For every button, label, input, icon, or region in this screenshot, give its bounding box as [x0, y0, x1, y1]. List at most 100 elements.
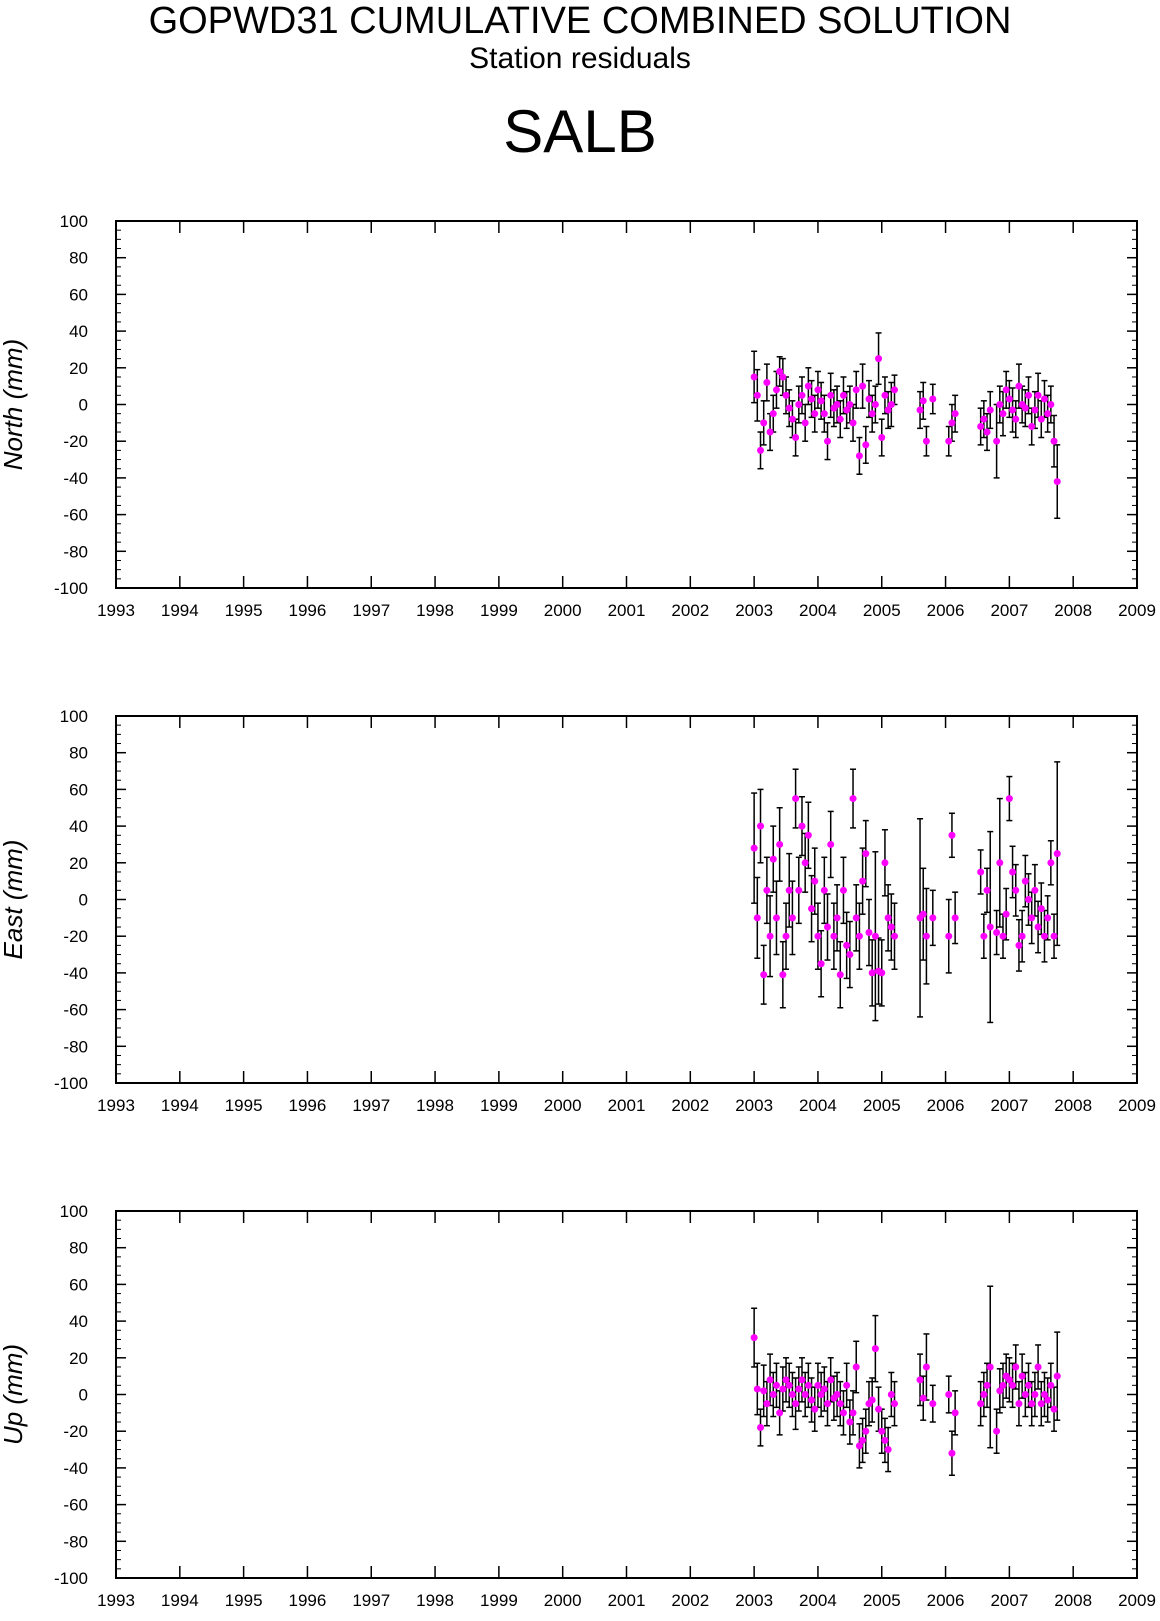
- x-tick-label: 2003: [735, 1591, 773, 1610]
- data-point: [788, 415, 796, 423]
- data-point: [1018, 932, 1026, 940]
- data-point: [1047, 401, 1055, 408]
- data-point: [763, 1400, 771, 1408]
- data-point: [855, 452, 863, 460]
- data-point: [862, 850, 870, 858]
- y-axis-label: Up (mm): [0, 1344, 28, 1445]
- data-point: [827, 1376, 835, 1384]
- data-point: [804, 831, 812, 839]
- data-point: [868, 969, 876, 977]
- data-point: [1028, 1400, 1036, 1408]
- y-tick-label: -100: [54, 1569, 88, 1588]
- data-point: [753, 1385, 761, 1393]
- data-point: [760, 1387, 768, 1395]
- x-tick-label: 1993: [97, 1096, 135, 1115]
- data-point: [772, 386, 780, 394]
- data-point: [999, 1381, 1007, 1389]
- data-point: [843, 941, 851, 949]
- data-point: [929, 395, 937, 403]
- x-tick-label: 1993: [97, 1591, 135, 1610]
- data-point: [827, 840, 835, 848]
- data-point: [859, 877, 867, 885]
- data-point: [977, 1400, 985, 1408]
- x-tick-label: 1994: [161, 1096, 199, 1115]
- data-point: [750, 1334, 758, 1342]
- y-tick-label: 100: [60, 1202, 88, 1221]
- subtitle: Station residuals: [469, 42, 691, 75]
- data-point: [1009, 868, 1017, 876]
- data-point: [999, 932, 1007, 940]
- data-point: [1012, 415, 1020, 423]
- x-tick-label: 1998: [416, 1591, 454, 1610]
- data-point: [776, 1409, 784, 1417]
- data-point: [878, 434, 886, 442]
- x-tick-label: 2000: [544, 1096, 582, 1115]
- y-tick-label: -100: [54, 579, 88, 598]
- data-point: [849, 795, 857, 803]
- data-point: [769, 855, 777, 863]
- data-point: [830, 932, 838, 940]
- data-point: [977, 868, 985, 876]
- x-tick-label: 2009: [1118, 1591, 1156, 1610]
- data-point: [916, 406, 924, 414]
- y-tick-label: -100: [54, 1074, 88, 1093]
- y-tick-label: -40: [63, 469, 88, 488]
- data-point: [865, 395, 873, 403]
- data-point: [945, 1391, 953, 1398]
- data-point: [1050, 437, 1058, 445]
- data-point: [945, 932, 953, 940]
- y-tick-label: 60: [69, 1275, 88, 1294]
- data-point: [1012, 886, 1020, 894]
- x-tick-label: 2008: [1054, 601, 1092, 620]
- data-point: [859, 382, 867, 390]
- x-tick-label: 2002: [671, 1096, 709, 1115]
- x-tick-label: 2006: [927, 1096, 965, 1115]
- x-tick-label: 1995: [225, 601, 263, 620]
- data-point: [1044, 1396, 1052, 1404]
- data-point: [839, 1409, 847, 1417]
- x-tick-label: 2007: [990, 1096, 1028, 1115]
- data-point: [808, 905, 816, 913]
- data-point: [839, 886, 847, 894]
- data-point: [993, 929, 1001, 937]
- x-tick-label: 2002: [671, 601, 709, 620]
- data-point: [811, 1405, 819, 1413]
- data-point: [1015, 382, 1023, 390]
- data-point: [753, 391, 761, 399]
- y-tick-label: -80: [63, 1037, 88, 1056]
- x-tick-label: 2001: [608, 1096, 646, 1115]
- data-point: [983, 886, 991, 894]
- data-point: [836, 971, 844, 979]
- data-point: [785, 404, 793, 412]
- data-point: [772, 1381, 780, 1389]
- data-point: [916, 1376, 924, 1384]
- data-point: [750, 373, 758, 381]
- data-point: [983, 428, 991, 436]
- data-point: [945, 437, 953, 445]
- data-point: [1009, 406, 1017, 414]
- data-point: [824, 923, 832, 931]
- data-point: [980, 1391, 988, 1398]
- data-point: [757, 822, 765, 830]
- data-point: [792, 795, 800, 803]
- data-point: [1028, 914, 1036, 922]
- data-point: [1015, 941, 1023, 949]
- x-tick-label: 2004: [799, 1096, 837, 1115]
- data-point: [919, 910, 927, 918]
- data-point: [1044, 410, 1052, 418]
- data-point: [980, 932, 988, 940]
- data-point: [1047, 859, 1055, 867]
- data-point: [811, 410, 819, 418]
- data-point: [769, 1391, 777, 1398]
- x-tick-label: 1999: [480, 1096, 518, 1115]
- data-point: [757, 446, 765, 454]
- data-point: [788, 914, 796, 922]
- data-point: [922, 1363, 930, 1371]
- x-tick-label: 2000: [544, 1591, 582, 1610]
- data-point: [782, 1376, 790, 1384]
- data-point: [785, 886, 793, 894]
- data-point: [833, 401, 841, 408]
- x-tick-label: 2005: [863, 1096, 901, 1115]
- data-point: [769, 410, 777, 418]
- data-point: [891, 386, 899, 394]
